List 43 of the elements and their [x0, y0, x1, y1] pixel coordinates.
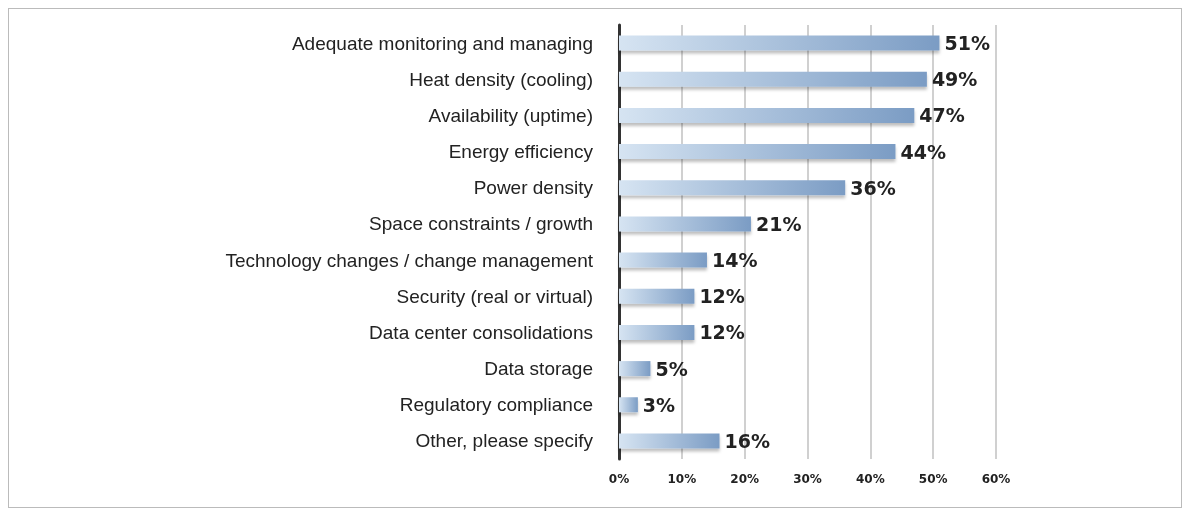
y-tick-label: Technology changes / change management [225, 249, 594, 271]
bar [619, 144, 896, 160]
x-tick-label: 50% [918, 472, 948, 486]
bar [619, 397, 638, 413]
y-tick-label: Regulatory compliance [399, 394, 593, 416]
bar [619, 288, 695, 304]
x-tick-label: 20% [730, 472, 760, 486]
y-tick-label: Space constraints / growth [369, 213, 593, 235]
bar [619, 71, 927, 87]
data-label: 49% [931, 68, 978, 91]
y-tick-label: Security (real or virtual) [396, 285, 593, 307]
y-tick-label: Heat density (cooling) [409, 68, 593, 90]
data-label: 5% [655, 357, 688, 380]
x-tick-label: 10% [667, 472, 697, 486]
x-tick-label: 40% [855, 472, 885, 486]
bar [619, 216, 751, 232]
bar [619, 107, 915, 123]
y-tick-label: Other, please specify [415, 430, 594, 452]
data-label: 12% [699, 321, 745, 344]
bar [619, 35, 940, 51]
data-label: 14% [711, 249, 758, 272]
data-label: 12% [699, 285, 745, 308]
x-tick-label: 30% [793, 472, 822, 486]
data-label: 51% [944, 32, 990, 55]
data-label: 16% [724, 429, 771, 452]
y-tick-label: Energy efficiency [448, 141, 594, 163]
bar [619, 433, 720, 449]
x-tick-label: 60% [981, 472, 1011, 486]
y-tick-label: Data center consolidations [369, 321, 593, 343]
y-tick-label: Adequate monitoring and managing [291, 32, 593, 54]
y-tick-label: Data storage [484, 358, 593, 380]
bar [619, 252, 707, 268]
data-label: 21% [755, 212, 802, 235]
y-tick-label: Power density [473, 177, 594, 199]
data-label: 3% [642, 393, 676, 416]
bar [619, 180, 846, 196]
y-tick-label: Availability (uptime) [428, 104, 593, 126]
data-label: 44% [900, 140, 946, 163]
x-tick-label: 0% [608, 472, 630, 486]
bar [619, 324, 695, 340]
bar [619, 361, 651, 377]
data-label: 47% [919, 104, 965, 127]
data-label: 36% [850, 176, 896, 199]
